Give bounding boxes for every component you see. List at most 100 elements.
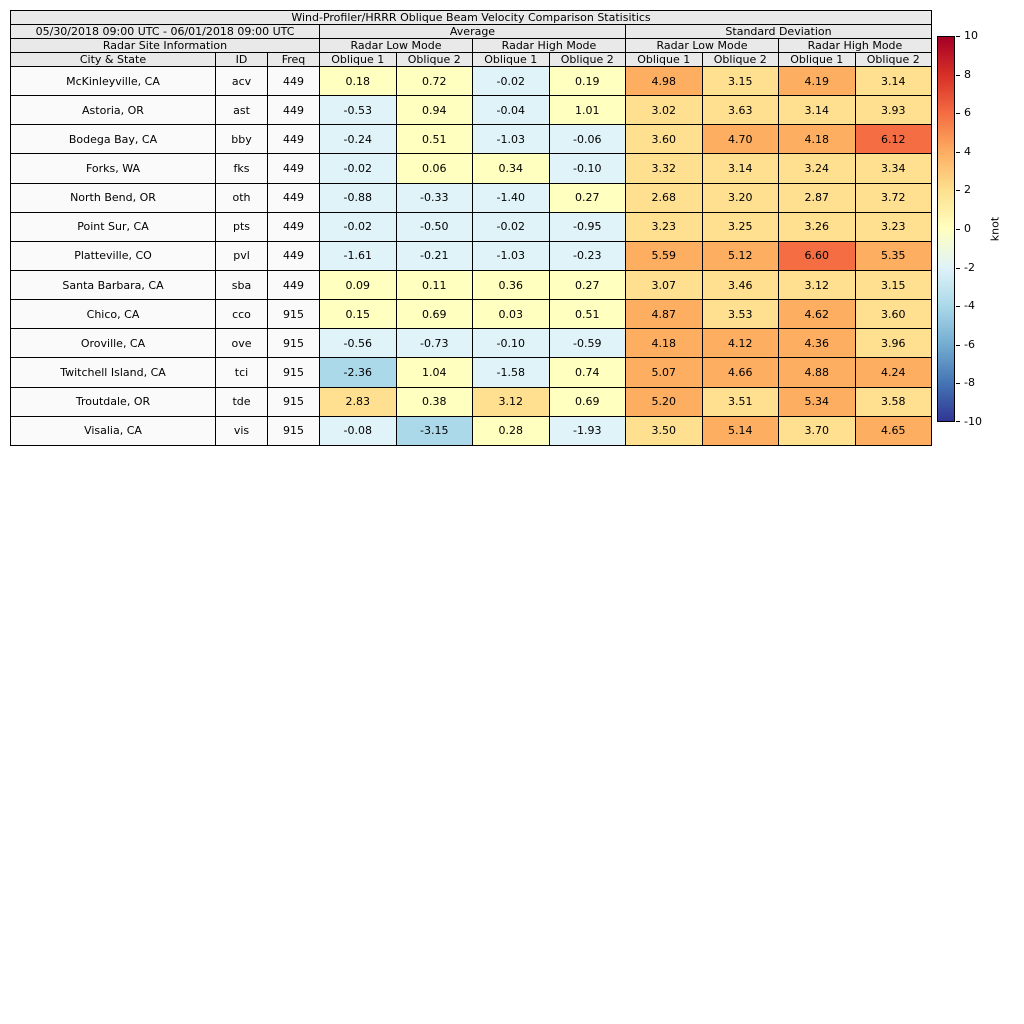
colorbar-ticks: 10 8 6 4 2 0 -2 -4 -6 -8 -10 [956, 29, 996, 428]
statistic-value-cell: 0.51 [395, 124, 473, 155]
statistic-value-cell: 3.25 [701, 211, 779, 242]
statistic-value-cell: -0.02 [319, 211, 397, 242]
statistic-value-cell: -0.21 [395, 240, 473, 271]
statistic-value-cell: 3.23 [625, 211, 703, 242]
freq-cell: 915 [267, 299, 320, 330]
colorbar [937, 36, 955, 422]
statistic-value-cell: -2.36 [319, 357, 397, 388]
colorbar-tick-label: -6 [964, 337, 975, 351]
statistic-value-cell: -0.10 [472, 328, 550, 359]
colorbar-tick-mark [956, 421, 960, 422]
city-state-column-header: City & State [10, 52, 216, 67]
statistic-value-cell: -0.59 [548, 328, 626, 359]
table-row: North Bend, OR oth 449 -0.88 -0.33 -1.40 0.27 2… [10, 182, 932, 213]
site-id-cell: vis [215, 415, 268, 447]
statistic-value-cell: 0.18 [319, 65, 397, 97]
statistic-value-cell: 0.03 [472, 299, 550, 330]
statistic-value-cell: -0.24 [319, 124, 397, 155]
statistic-value-cell: -0.08 [319, 415, 397, 447]
title-row: Wind-Profiler/HRRR Oblique Beam Velocity… [10, 10, 932, 25]
colorbar-tick-mark [956, 306, 960, 307]
statistic-value-cell: 5.12 [701, 240, 779, 271]
freq-cell: 449 [267, 182, 320, 213]
statistic-value-cell: -0.23 [548, 240, 626, 271]
statistic-value-cell: -0.53 [319, 95, 397, 126]
statistic-value-cell: 3.60 [854, 299, 932, 330]
site-id-cell: cco [215, 299, 268, 330]
table-row: Troutdale, OR tde 915 2.83 0.38 3.12 0.69 5.20 3… [10, 386, 932, 417]
oblique1-column-header: Oblique 1 [472, 52, 550, 67]
statistic-value-cell: -3.15 [395, 415, 473, 447]
colorbar-tick-label: 2 [964, 183, 971, 197]
statistic-value-cell: 0.74 [548, 357, 626, 388]
city-state-cell: Visalia, CA [10, 415, 216, 447]
statistic-value-cell: 3.32 [625, 153, 703, 184]
statistic-value-cell: -1.93 [548, 415, 626, 447]
colorbar-tick-mark [956, 36, 960, 37]
statistic-value-cell: 4.19 [778, 65, 856, 97]
stats-table: Wind-Profiler/HRRR Oblique Beam Velocity… [10, 10, 932, 447]
colorbar-tick-mark [956, 229, 960, 230]
table-row: McKinleyville, CA acv 449 0.18 0.72 -0.02 0.19… [10, 65, 932, 97]
statistic-value-cell: -0.33 [395, 182, 473, 213]
statistic-value-cell: 0.09 [319, 269, 397, 301]
colorbar-tick-label: 10 [964, 29, 978, 42]
statistic-value-cell: 3.02 [625, 95, 703, 126]
freq-cell: 449 [267, 240, 320, 271]
statistic-value-cell: 3.20 [701, 182, 779, 213]
oblique1-column-header: Oblique 1 [778, 52, 856, 67]
city-state-cell: Troutdale, OR [10, 386, 216, 417]
statistic-value-cell: 3.53 [701, 299, 779, 330]
freq-cell: 449 [267, 269, 320, 301]
site-id-cell: tde [215, 386, 268, 417]
statistic-value-cell: 0.06 [395, 153, 473, 184]
city-state-cell: Oroville, CA [10, 328, 216, 359]
statistic-value-cell: -0.95 [548, 211, 626, 242]
statistic-value-cell: 3.14 [701, 153, 779, 184]
statistic-value-cell: 2.83 [319, 386, 397, 417]
table-row: Point Sur, CA pts 449 -0.02 -0.50 -0.02 -0.95 3… [10, 211, 932, 242]
column-header-row: City & State ID Freq Oblique 1 Oblique 2… [10, 52, 932, 67]
freq-cell: 915 [267, 415, 320, 447]
site-id-cell: acv [215, 65, 268, 97]
colorbar-tick-mark [956, 113, 960, 114]
statistic-value-cell: 5.20 [625, 386, 703, 417]
statistic-value-cell: 3.23 [854, 211, 932, 242]
std-radar-low-mode-header: Radar Low Mode [625, 38, 779, 53]
statistic-value-cell: 5.34 [778, 386, 856, 417]
statistic-value-cell: 4.18 [778, 124, 856, 155]
std-radar-high-mode-header: Radar High Mode [778, 38, 932, 53]
statistic-value-cell: 3.12 [472, 386, 550, 417]
city-state-cell: North Bend, OR [10, 182, 216, 213]
freq-cell: 915 [267, 357, 320, 388]
statistic-value-cell: 0.69 [548, 386, 626, 417]
statistic-value-cell: 5.35 [854, 240, 932, 271]
oblique1-column-header: Oblique 1 [319, 52, 397, 67]
colorbar-tick-mark [956, 75, 960, 76]
standard-deviation-group-header: Standard Deviation [625, 24, 932, 39]
oblique2-column-header: Oblique 2 [395, 52, 473, 67]
statistic-value-cell: 3.12 [778, 269, 856, 301]
colorbar-tick-label: -4 [964, 299, 975, 313]
site-id-cell: sba [215, 269, 268, 301]
mode-header-row: Radar Site Information Radar Low Mode Ra… [10, 38, 932, 53]
oblique2-column-header: Oblique 2 [701, 52, 779, 67]
statistic-value-cell: 3.14 [778, 95, 856, 126]
avg-radar-high-mode-header: Radar High Mode [472, 38, 626, 53]
statistic-value-cell: 0.38 [395, 386, 473, 417]
statistic-value-cell: 3.14 [854, 65, 932, 97]
id-column-header: ID [215, 52, 268, 67]
statistic-value-cell: 3.26 [778, 211, 856, 242]
statistic-value-cell: 3.72 [854, 182, 932, 213]
statistic-value-cell: 4.18 [625, 328, 703, 359]
statistic-value-cell: 3.46 [701, 269, 779, 301]
site-id-cell: tci [215, 357, 268, 388]
statistic-value-cell: 4.65 [854, 415, 932, 447]
statistic-value-cell: 3.63 [701, 95, 779, 126]
freq-cell: 449 [267, 95, 320, 126]
statistic-value-cell: -0.10 [548, 153, 626, 184]
statistic-value-cell: -0.88 [319, 182, 397, 213]
site-id-cell: bby [215, 124, 268, 155]
statistic-value-cell: -0.04 [472, 95, 550, 126]
table-row: Astoria, OR ast 449 -0.53 0.94 -0.04 1.01 3.02 3… [10, 95, 932, 126]
